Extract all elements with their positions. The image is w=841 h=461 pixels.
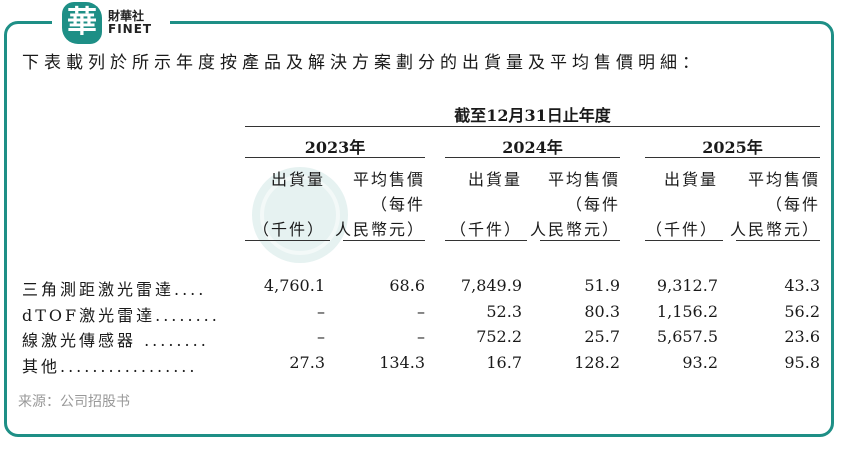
year-header: 2024年 bbox=[502, 138, 563, 157]
cell-value: 52.3 bbox=[486, 301, 522, 321]
cell-value: 134.3 bbox=[379, 352, 425, 372]
year-header: 2023年 bbox=[304, 138, 366, 157]
cell-value: 27.3 bbox=[289, 352, 325, 372]
qty-header: 出貨量 bbox=[270, 170, 325, 189]
price-header: 人民幣元） bbox=[729, 220, 820, 239]
price-header: 平均售價 bbox=[352, 170, 425, 189]
price-header: 人民幣元） bbox=[334, 220, 425, 239]
brand-en: FINET bbox=[108, 22, 153, 36]
year-divider bbox=[245, 157, 425, 158]
price-divider bbox=[736, 240, 820, 241]
price-header: （每件 bbox=[565, 195, 620, 214]
cell-value: – bbox=[417, 301, 425, 321]
cell-value: 1,156.2 bbox=[656, 301, 718, 321]
cell-value: 51.9 bbox=[584, 276, 620, 295]
qty-header: （千件） bbox=[645, 220, 718, 239]
qty-header: （千件） bbox=[449, 220, 522, 239]
cell-value: 25.7 bbox=[584, 327, 620, 346]
qty-header: 出貨量 bbox=[467, 170, 522, 189]
cell-value: 9,312.7 bbox=[656, 276, 718, 295]
price-divider bbox=[540, 240, 620, 241]
price-header: （每件 bbox=[370, 195, 425, 214]
cell-value: 43.3 bbox=[784, 276, 820, 295]
cell-value: 23.6 bbox=[784, 327, 820, 346]
cell-value: 93.2 bbox=[682, 352, 718, 372]
price-header: 平均售價 bbox=[547, 170, 620, 189]
year-divider bbox=[445, 157, 620, 158]
period-header: 截至12月31日止年度 bbox=[454, 106, 611, 125]
cell-value: 752.2 bbox=[476, 327, 522, 346]
qty-divider bbox=[445, 240, 527, 241]
price-header: 人民幣元） bbox=[529, 220, 620, 239]
period-divider bbox=[245, 126, 820, 127]
row-label: 其他................. bbox=[22, 356, 198, 376]
qty-divider bbox=[645, 240, 723, 241]
cell-value: 128.2 bbox=[574, 352, 620, 372]
cell-value: – bbox=[417, 327, 425, 346]
intro-text: 下表載列於所示年度按產品及解決方案劃分的出貨量及平均售價明細： bbox=[22, 53, 704, 73]
cell-value: 80.3 bbox=[584, 301, 620, 321]
brand-cn: 財華社 bbox=[108, 9, 145, 23]
cell-value: 16.7 bbox=[486, 352, 522, 372]
cell-value: 56.2 bbox=[784, 301, 820, 321]
row-label: 線激光傳感器 ........ bbox=[22, 331, 209, 350]
cell-value: 4,760.1 bbox=[263, 276, 325, 295]
year-divider bbox=[645, 157, 820, 158]
brand-name: 財華社 FINET bbox=[108, 10, 152, 36]
finet-logo-icon: 華 bbox=[62, 2, 102, 44]
source-note: 来源：公司招股书 bbox=[18, 394, 130, 410]
price-header: 平均售價 bbox=[747, 170, 820, 189]
content-frame bbox=[4, 21, 834, 437]
qty-header: （千件） bbox=[252, 220, 325, 239]
price-divider bbox=[343, 240, 425, 241]
row-label: 三角測距激光雷達.... bbox=[22, 280, 207, 299]
year-header: 2025年 bbox=[702, 138, 763, 157]
cell-value: – bbox=[317, 301, 325, 321]
row-label: dTOF激光雷達........ bbox=[22, 305, 220, 325]
cell-value: 7,849.9 bbox=[460, 276, 522, 295]
cell-value: 5,657.5 bbox=[656, 327, 718, 346]
qty-divider bbox=[245, 240, 330, 241]
cell-value: 68.6 bbox=[389, 276, 425, 295]
qty-header: 出貨量 bbox=[663, 170, 718, 189]
price-header: （每件 bbox=[765, 195, 820, 214]
cell-value: – bbox=[317, 327, 325, 346]
cell-value: 95.8 bbox=[784, 352, 820, 372]
